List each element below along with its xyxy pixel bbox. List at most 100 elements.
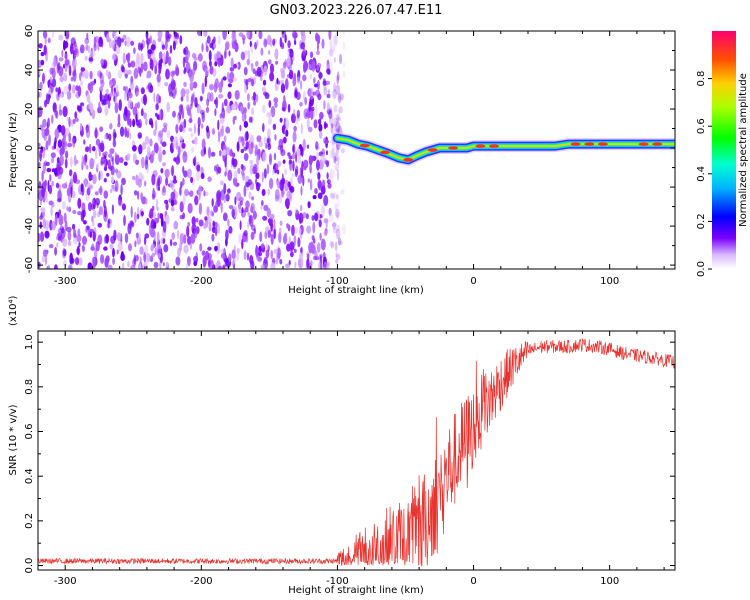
noise-speckle bbox=[179, 186, 182, 196]
noise-speckle bbox=[302, 212, 307, 219]
signal-peak bbox=[359, 143, 370, 148]
noise-speckle bbox=[291, 153, 296, 160]
noise-speckle bbox=[67, 240, 72, 247]
noise-speckle bbox=[269, 153, 272, 166]
noise-speckle bbox=[199, 95, 203, 102]
noise-speckle bbox=[284, 232, 287, 237]
noise-speckle bbox=[323, 195, 329, 207]
noise-speckle bbox=[153, 142, 159, 154]
noise-speckle bbox=[251, 78, 255, 87]
noise-speckle bbox=[41, 170, 44, 182]
noise-speckle bbox=[283, 136, 287, 144]
noise-speckle bbox=[185, 263, 189, 269]
noise-speckle bbox=[72, 118, 76, 125]
noise-speckle bbox=[105, 255, 110, 264]
noise-speckle bbox=[175, 156, 181, 165]
noise-speckle bbox=[148, 87, 153, 93]
noise-speckle bbox=[162, 162, 167, 167]
noise-speckle bbox=[127, 223, 132, 235]
noise-speckle bbox=[324, 160, 330, 165]
noise-speckle bbox=[202, 255, 207, 267]
noise-speckle bbox=[234, 115, 237, 121]
x-tick-label: -200 bbox=[190, 576, 213, 587]
noise-speckle bbox=[230, 57, 234, 69]
noise-speckle bbox=[311, 235, 315, 241]
noise-speckle bbox=[54, 246, 58, 256]
noise-speckle bbox=[220, 201, 223, 214]
noise-speckle bbox=[232, 177, 238, 186]
snr-series-line bbox=[38, 338, 675, 566]
noise-speckle bbox=[225, 194, 230, 202]
noise-speckle bbox=[183, 81, 187, 88]
noise-speckle bbox=[100, 58, 105, 66]
noise-speckle bbox=[261, 247, 266, 253]
noise-speckle bbox=[278, 138, 284, 148]
noise-speckle bbox=[146, 252, 151, 263]
noise-speckle bbox=[327, 182, 332, 189]
noise-speckle bbox=[38, 70, 41, 75]
noise-speckle bbox=[69, 257, 75, 265]
noise-speckle bbox=[125, 36, 131, 48]
noise-speckle bbox=[39, 198, 43, 206]
noise-speckle bbox=[317, 62, 322, 69]
noise-speckle bbox=[339, 53, 342, 65]
noise-speckle bbox=[156, 93, 160, 105]
noise-speckle bbox=[130, 220, 134, 226]
noise-speckle bbox=[41, 255, 46, 263]
noise-speckle bbox=[193, 56, 198, 61]
noise-speckle bbox=[166, 130, 171, 139]
noise-speckle bbox=[266, 163, 270, 175]
noise-speckle bbox=[150, 228, 156, 238]
noise-speckle bbox=[187, 237, 191, 246]
noise-speckle bbox=[194, 155, 197, 164]
noise-speckle bbox=[85, 44, 89, 51]
noise-speckle bbox=[209, 60, 212, 67]
noise-speckle bbox=[308, 100, 312, 113]
noise-speckle bbox=[141, 141, 147, 150]
noise-speckle bbox=[317, 118, 322, 125]
noise-speckle bbox=[109, 148, 115, 155]
noise-speckle bbox=[217, 59, 222, 67]
noise-speckle bbox=[211, 233, 215, 242]
noise-speckle bbox=[267, 143, 272, 151]
noise-speckle bbox=[177, 145, 181, 157]
noise-speckle bbox=[40, 59, 45, 66]
noise-speckle bbox=[153, 92, 156, 103]
noise-speckle bbox=[113, 87, 116, 93]
noise-speckle bbox=[338, 240, 343, 246]
noise-speckle bbox=[210, 151, 216, 157]
noise-speckle bbox=[260, 264, 265, 269]
noise-speckle bbox=[50, 77, 53, 84]
noise-speckle bbox=[172, 40, 176, 51]
noise-speckle bbox=[99, 185, 103, 196]
noise-speckle bbox=[326, 80, 330, 85]
noise-speckle bbox=[222, 76, 227, 81]
noise-speckle bbox=[143, 236, 147, 246]
noise-speckle bbox=[255, 245, 259, 257]
noise-speckle bbox=[328, 207, 332, 216]
noise-speckle bbox=[332, 192, 337, 200]
noise-speckle bbox=[42, 118, 47, 128]
noise-speckle bbox=[58, 214, 64, 226]
noise-speckle bbox=[51, 180, 54, 187]
noise-speckle bbox=[208, 222, 212, 232]
noise-speckle bbox=[240, 148, 244, 154]
noise-speckle bbox=[216, 249, 221, 254]
noise-speckle bbox=[199, 243, 203, 252]
noise-speckle bbox=[291, 173, 295, 178]
noise-speckle bbox=[121, 66, 125, 73]
x-tick-label: -200 bbox=[190, 276, 213, 287]
noise-speckle bbox=[204, 75, 207, 88]
colorbar-label: Normalized spectral amplitude bbox=[738, 73, 749, 227]
noise-speckle bbox=[114, 168, 119, 174]
noise-speckle bbox=[122, 86, 127, 91]
noise-speckle bbox=[120, 184, 123, 196]
noise-speckle bbox=[179, 121, 185, 132]
noise-speckle bbox=[272, 123, 277, 130]
noise-speckle bbox=[82, 220, 87, 225]
noise-speckle bbox=[90, 184, 94, 190]
noise-speckle bbox=[334, 202, 338, 211]
noise-speckle bbox=[265, 249, 270, 259]
noise-speckle bbox=[167, 56, 172, 67]
noise-speckle bbox=[278, 194, 282, 204]
